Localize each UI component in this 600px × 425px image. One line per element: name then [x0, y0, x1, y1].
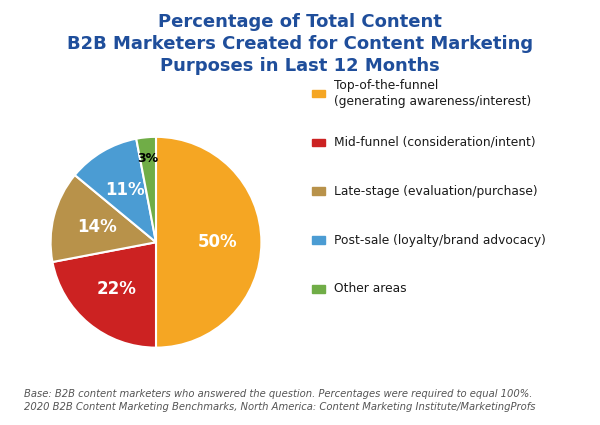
Text: 14%: 14% — [77, 218, 116, 236]
Text: Base: B2B content marketers who answered the question. Percentages were required: Base: B2B content marketers who answered… — [24, 389, 536, 412]
Text: 50%: 50% — [197, 233, 237, 251]
Wedge shape — [136, 137, 156, 242]
Text: Late-stage (evaluation/purchase): Late-stage (evaluation/purchase) — [334, 185, 538, 198]
Wedge shape — [52, 242, 156, 348]
Wedge shape — [156, 137, 262, 348]
Text: Percentage of Total Content
B2B Marketers Created for Content Marketing
Purposes: Percentage of Total Content B2B Marketer… — [67, 13, 533, 75]
Wedge shape — [50, 175, 156, 262]
Text: 3%: 3% — [137, 152, 158, 165]
Text: Other areas: Other areas — [334, 283, 407, 295]
Text: Post-sale (loyalty/brand advocacy): Post-sale (loyalty/brand advocacy) — [334, 234, 546, 246]
Text: Top-of-the-funnel
(generating awareness/interest): Top-of-the-funnel (generating awareness/… — [334, 79, 532, 108]
Wedge shape — [75, 139, 156, 242]
Text: 22%: 22% — [97, 280, 137, 298]
Text: Mid-funnel (consideration/intent): Mid-funnel (consideration/intent) — [334, 136, 536, 149]
Text: 11%: 11% — [105, 181, 145, 198]
